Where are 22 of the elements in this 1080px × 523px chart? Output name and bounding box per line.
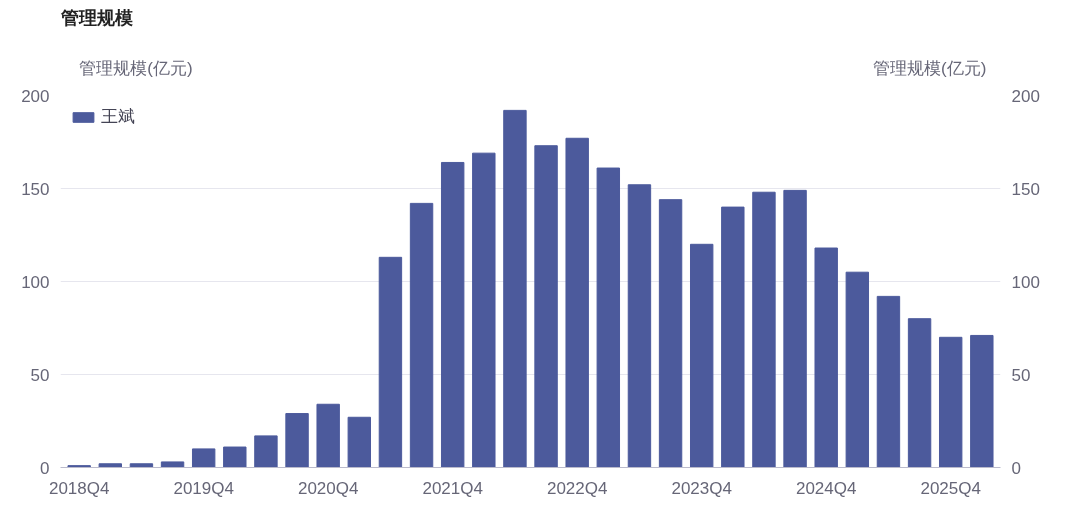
y2-tick-label: 100 <box>1011 272 1040 292</box>
y2-tick-label: 50 <box>1011 365 1031 385</box>
y2-tick-label: 200 <box>1011 86 1040 106</box>
y-tick-label: 200 <box>21 86 50 106</box>
y2-tick-label: 150 <box>1011 179 1040 199</box>
x-tick-label: 2022Q4 <box>546 478 608 498</box>
y-tick-label: 100 <box>21 272 50 292</box>
y-tick-label: 50 <box>30 365 50 385</box>
chart-title: 管理规模 <box>59 7 133 28</box>
x-tick-label: 2021Q4 <box>422 478 483 498</box>
y-tick-label: 150 <box>21 179 50 199</box>
x-tick-label: 2023Q4 <box>671 478 732 498</box>
y2-tick-label: 0 <box>1011 458 1021 478</box>
y-tick-label: 0 <box>40 458 50 478</box>
x-tick-label: 2020Q4 <box>297 478 359 498</box>
x-tick-label: 2025Q4 <box>920 478 981 498</box>
legend-label: 王斌 <box>101 106 135 128</box>
y2-axis-title: 管理规模(亿元) <box>873 59 987 79</box>
y-axis-title: 管理规模(亿元) <box>79 59 193 79</box>
x-tick-label: 2019Q4 <box>173 478 234 498</box>
x-tick-label: 2024Q4 <box>795 478 857 498</box>
x-tick-label: 2018Q4 <box>48 478 110 498</box>
